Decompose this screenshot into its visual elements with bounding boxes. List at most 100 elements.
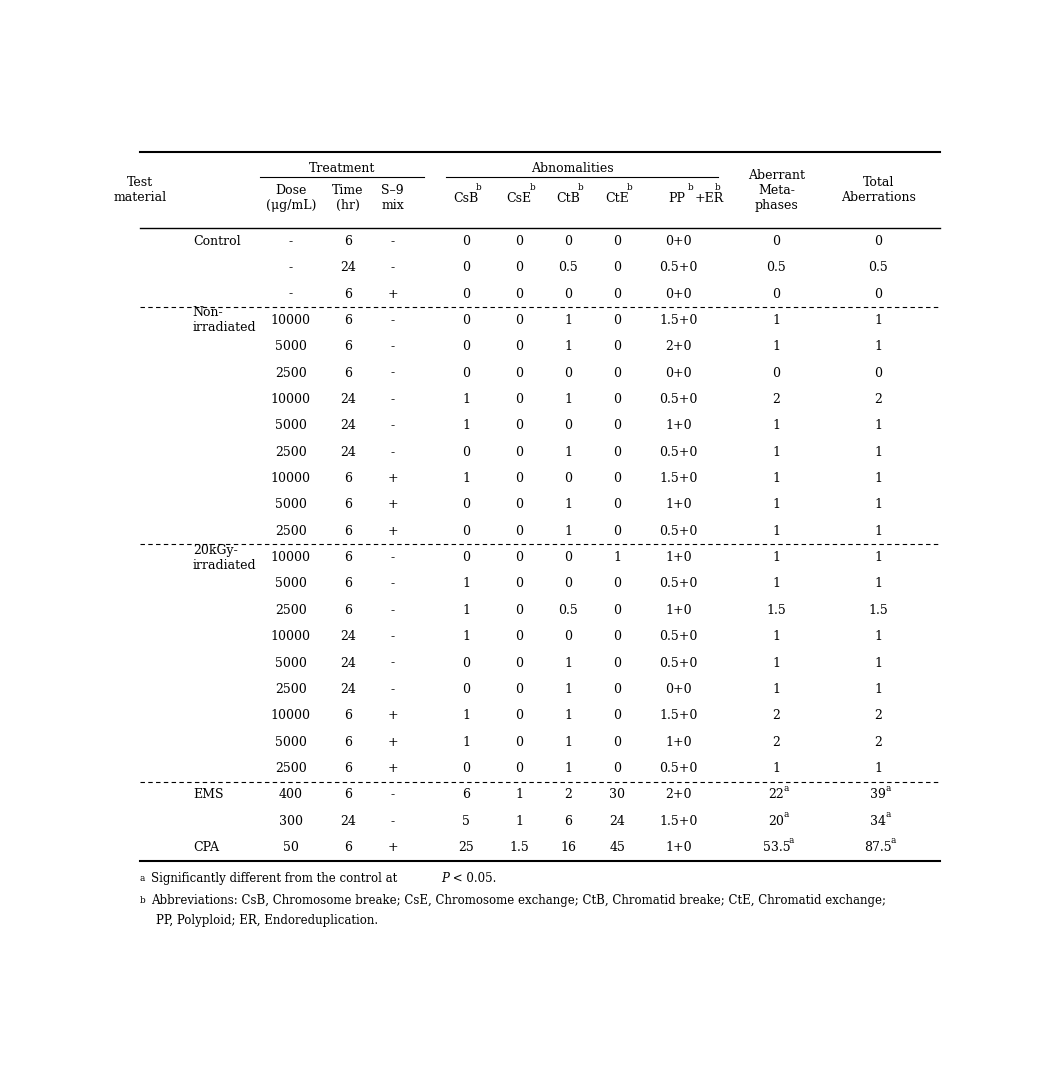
Text: 0: 0 (515, 419, 523, 433)
Text: 2500: 2500 (275, 525, 306, 538)
Text: 1: 1 (874, 630, 882, 643)
Text: 0+0: 0+0 (665, 366, 692, 379)
Text: 1: 1 (772, 761, 780, 775)
Text: 0: 0 (462, 314, 471, 326)
Text: 1: 1 (462, 709, 471, 723)
Text: Dose
(μg/mL): Dose (μg/mL) (265, 185, 316, 213)
Text: 0: 0 (613, 235, 621, 248)
Text: 2: 2 (773, 393, 780, 406)
Text: 2: 2 (874, 393, 882, 406)
Text: 0: 0 (772, 288, 780, 301)
Text: 1: 1 (515, 815, 523, 828)
Text: < 0.05.: < 0.05. (449, 872, 496, 885)
Text: 1: 1 (564, 709, 572, 723)
Text: 0: 0 (515, 683, 523, 696)
Text: 0: 0 (462, 446, 471, 459)
Text: 6: 6 (344, 761, 352, 775)
Text: 0: 0 (515, 551, 523, 564)
Text: 24: 24 (340, 815, 356, 828)
Text: P: P (441, 872, 449, 885)
Text: 0: 0 (613, 578, 621, 591)
Text: 0: 0 (613, 736, 621, 749)
Text: 1: 1 (462, 393, 471, 406)
Text: CsB: CsB (454, 192, 479, 205)
Text: 0: 0 (515, 473, 523, 485)
Text: 22: 22 (769, 788, 784, 801)
Text: 0: 0 (462, 761, 471, 775)
Text: 0: 0 (564, 288, 572, 301)
Text: 1.5+0: 1.5+0 (659, 709, 697, 723)
Text: 6: 6 (344, 288, 352, 301)
Text: -: - (391, 340, 395, 353)
Text: a: a (783, 810, 789, 819)
Text: 5000: 5000 (275, 736, 306, 749)
Text: 1: 1 (564, 498, 572, 511)
Text: 1: 1 (772, 630, 780, 643)
Text: 0+0: 0+0 (665, 683, 692, 696)
Text: +ER: +ER (695, 192, 724, 205)
Text: -: - (391, 578, 395, 591)
Text: 10000: 10000 (271, 709, 311, 723)
Text: 0: 0 (515, 761, 523, 775)
Text: 0: 0 (462, 683, 471, 696)
Text: 2: 2 (874, 736, 882, 749)
Text: Abbreviations: CsB, Chromosome breake; CsE, Chromosome exchange; CtB, Chromatid : Abbreviations: CsB, Chromosome breake; C… (152, 894, 887, 906)
Text: a: a (783, 784, 789, 793)
Text: 6: 6 (344, 235, 352, 248)
Text: 2: 2 (564, 788, 572, 801)
Text: 6: 6 (344, 604, 352, 616)
Text: 0: 0 (613, 261, 621, 274)
Text: PP: PP (669, 192, 686, 205)
Text: 1: 1 (772, 473, 780, 485)
Text: 0.5+0: 0.5+0 (659, 261, 697, 274)
Text: Significantly different from the control at: Significantly different from the control… (152, 872, 401, 885)
Text: 5000: 5000 (275, 340, 306, 353)
Text: 1: 1 (772, 340, 780, 353)
Text: 0: 0 (515, 525, 523, 538)
Text: 2: 2 (773, 709, 780, 723)
Text: b: b (628, 183, 633, 192)
Text: 0: 0 (613, 683, 621, 696)
Text: 0: 0 (462, 551, 471, 564)
Text: 1: 1 (772, 551, 780, 564)
Text: 1: 1 (462, 419, 471, 433)
Text: 1.5: 1.5 (510, 841, 530, 854)
Text: 1: 1 (515, 788, 523, 801)
Text: -: - (391, 656, 395, 669)
Text: 0.5+0: 0.5+0 (659, 656, 697, 669)
Text: 1: 1 (874, 525, 882, 538)
Text: +: + (388, 498, 398, 511)
Text: b: b (140, 896, 145, 905)
Text: 24: 24 (610, 815, 625, 828)
Text: 1+0: 1+0 (665, 604, 692, 616)
Text: 0: 0 (613, 446, 621, 459)
Text: 0.5+0: 0.5+0 (659, 578, 697, 591)
Text: 0.5+0: 0.5+0 (659, 630, 697, 643)
Text: 1: 1 (564, 736, 572, 749)
Text: 0: 0 (564, 366, 572, 379)
Text: 0: 0 (462, 366, 471, 379)
Text: 20: 20 (769, 815, 784, 828)
Text: -: - (391, 815, 395, 828)
Text: +: + (388, 736, 398, 749)
Text: Time
(hr): Time (hr) (332, 185, 363, 213)
Text: 6: 6 (344, 736, 352, 749)
Text: 1+0: 1+0 (665, 498, 692, 511)
Text: b: b (578, 183, 584, 192)
Text: 10000: 10000 (271, 630, 311, 643)
Text: 6: 6 (344, 578, 352, 591)
Text: Aberrant
Meta-
phases: Aberrant Meta- phases (748, 169, 804, 212)
Text: -: - (289, 288, 293, 301)
Text: 1+0: 1+0 (665, 419, 692, 433)
Text: CPA: CPA (193, 841, 219, 854)
Text: 1.5: 1.5 (767, 604, 787, 616)
Text: +: + (388, 761, 398, 775)
Text: +: + (388, 288, 398, 301)
Text: 0: 0 (564, 551, 572, 564)
Text: 0: 0 (564, 235, 572, 248)
Text: CsE: CsE (506, 192, 532, 205)
Text: 0: 0 (515, 314, 523, 326)
Text: 400: 400 (279, 788, 303, 801)
Text: -: - (391, 314, 395, 326)
Text: 20kGy-
irradiated: 20kGy- irradiated (193, 543, 257, 571)
